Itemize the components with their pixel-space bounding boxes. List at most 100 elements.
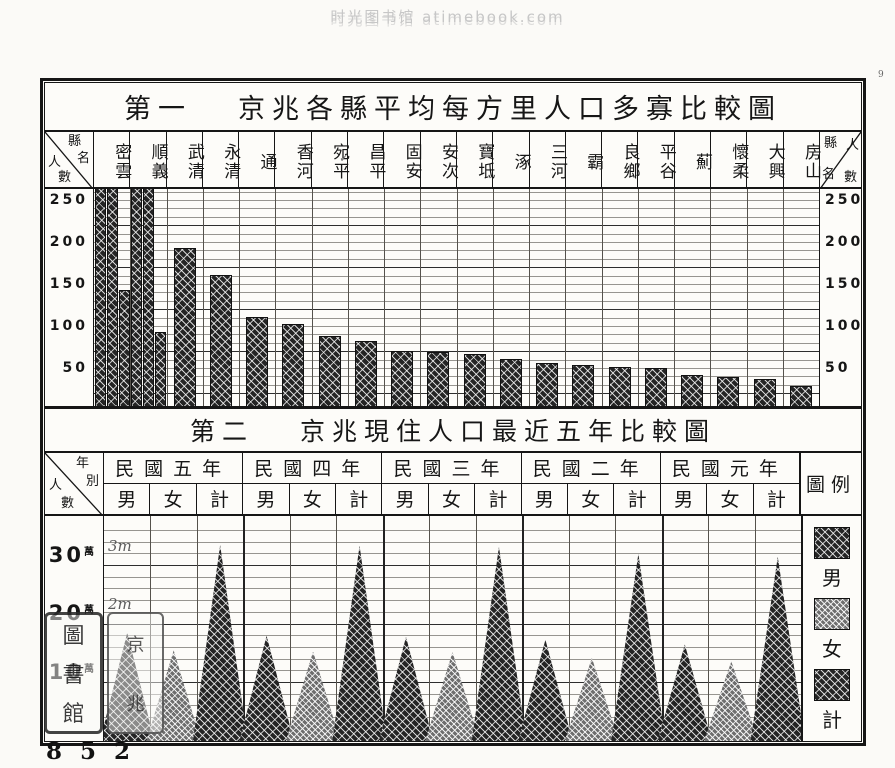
subcolumn-header: 女 [288, 483, 335, 514]
column-separator [492, 189, 494, 406]
triangle-民國五年-計 [192, 545, 248, 741]
bar [354, 340, 377, 406]
legend-swatch-女 [814, 598, 850, 630]
y-tick-label: 250 [825, 192, 864, 209]
triangle-民國三年-女 [425, 652, 480, 741]
diagonal-line [45, 452, 103, 514]
bar [463, 354, 486, 406]
chart1-title-number: 第一 [124, 93, 192, 125]
y-tick-label: 150 [825, 276, 864, 293]
column-separator [529, 189, 530, 406]
chart2-title: 京兆現住人口最近五年比較圖 [300, 416, 717, 446]
triangle-民國元年-女 [704, 661, 759, 741]
corner-label-char: 數 [58, 170, 72, 186]
corner-pencil-mark: 9 [878, 70, 884, 80]
year-separator [661, 516, 664, 741]
year-separator [522, 516, 525, 741]
bar [282, 323, 305, 406]
column-separator [202, 189, 204, 406]
chart2-year-row: 民國五年 民國四年 民國三年 民國二年 民國元年 [103, 452, 799, 484]
subcolumn-header: 男 [103, 483, 149, 514]
column-separator [166, 189, 168, 406]
column-separator [311, 189, 313, 406]
county-header-通: 通 [238, 131, 276, 188]
corner-label-char: 年 [75, 455, 89, 471]
watermark: 时光图书馆 atimebook.com 时光图书馆 atimebook.com [0, 6, 895, 29]
county-header-大興: 大興 [746, 131, 785, 188]
legend-label: 計 [822, 708, 842, 732]
bar [246, 317, 269, 406]
chart2-header: 年別 人數 民國五年 民國四年 民國三年 民國二年 民國元年 男女計男女計男女計男女計男女… [45, 452, 861, 516]
column-separator [568, 516, 570, 741]
chart1-corner-cell-right: 縣名人數 [819, 131, 861, 188]
chart1-plot-area [93, 189, 820, 406]
triangle-民國四年-計 [332, 545, 387, 741]
year-separator [243, 516, 246, 741]
chart1-y-axis-left: 250 200 150 100 50 [45, 189, 93, 405]
gridline-minor [104, 588, 801, 590]
chart2-year-header: 民國五年 民國四年 民國三年 民國二年 民國元年 男女計男女計男女計男女計男女計 [103, 452, 799, 514]
corner-label-char: 別 [85, 473, 99, 489]
year-header-民國四年: 民國四年 [242, 452, 381, 483]
column-separator [456, 189, 458, 406]
county-header-宛平: 宛平 [310, 131, 349, 188]
column-separator [710, 189, 712, 406]
triangle-民國四年-女 [285, 651, 341, 741]
bar-group-三河 [529, 189, 565, 406]
corner-label-char: 名 [822, 167, 836, 183]
column-separator [475, 516, 477, 741]
watermark-text-shadow: 时光图书馆 atimebook.com [330, 11, 565, 29]
y-tick-label: 20萬 [48, 601, 97, 625]
chart2-plot-row: 30萬 20萬 10萬 3m 2m 男女計 [45, 516, 861, 741]
county-header-三河: 三河 [528, 131, 567, 188]
chart2-corner-cell: 年別 人數 [45, 452, 103, 514]
column-separator [196, 516, 198, 741]
subcolumn-header: 女 [149, 483, 195, 514]
county-header-昌平: 昌平 [347, 131, 385, 188]
county-header-薊: 薊 [673, 131, 712, 188]
triangle-民國五年-女 [146, 650, 201, 741]
corner-label-char: 名 [76, 150, 90, 166]
column-separator [601, 189, 603, 406]
chart1-county-columns: 密雲 順義 武清 永清通香河 宛平 昌平 固安 安次 寶坻涿三河霸良鄉 平谷薊懷柔 大興 房山 [93, 131, 821, 188]
bar [142, 189, 154, 406]
column-separator [347, 189, 349, 406]
y-tick-label: 100 [49, 318, 88, 335]
subcolumn-header: 計 [195, 483, 242, 514]
corner-label-char: 縣 [824, 135, 838, 151]
corner-label-char: 人 [49, 477, 63, 493]
bar-group-房山 [783, 189, 819, 406]
bar-group-良鄉 [602, 189, 638, 406]
y-tick-unit: 萬 [84, 663, 97, 675]
bar [789, 386, 812, 406]
diagonal-line [820, 131, 861, 188]
bar [209, 275, 232, 406]
subcolumn-header: 女 [706, 483, 752, 514]
chart-sheet-frame: 第一 京兆各縣平均每方里人口多寡比較圖 縣名人數 密雲 順義 武清 永清通香河 宛平 昌平… [40, 78, 866, 746]
subcolumn-header: 計 [613, 483, 659, 514]
y-tick-unit: 萬 [84, 546, 97, 558]
bar-group-順義 [130, 189, 166, 406]
gridline-minor [104, 541, 801, 543]
chart2-y-axis: 30萬 20萬 10萬 [45, 516, 103, 741]
column-separator [420, 189, 422, 406]
y-tick-label: 30萬 [48, 542, 97, 567]
county-header-平谷: 平谷 [637, 131, 676, 188]
legend-label: 女 [822, 637, 842, 661]
corner-label-char: 數 [61, 496, 75, 511]
subcolumn-header: 男 [381, 483, 427, 514]
triangle-民國三年-男 [378, 636, 434, 741]
y-tick-label: 50 [825, 360, 851, 377]
column-separator [239, 189, 240, 406]
y-tick-label: 250 [49, 192, 88, 209]
gridline-minor [104, 646, 801, 648]
county-header-武清: 武清 [165, 131, 204, 188]
column-separator [754, 516, 756, 741]
year-separator [382, 516, 385, 741]
subcolumn-header: 男 [242, 483, 288, 514]
column-separator [384, 189, 385, 406]
watermark-text: 时光图书馆 atimebook.com [330, 8, 565, 26]
bar [536, 363, 559, 406]
bar-group-涿 [493, 189, 529, 406]
